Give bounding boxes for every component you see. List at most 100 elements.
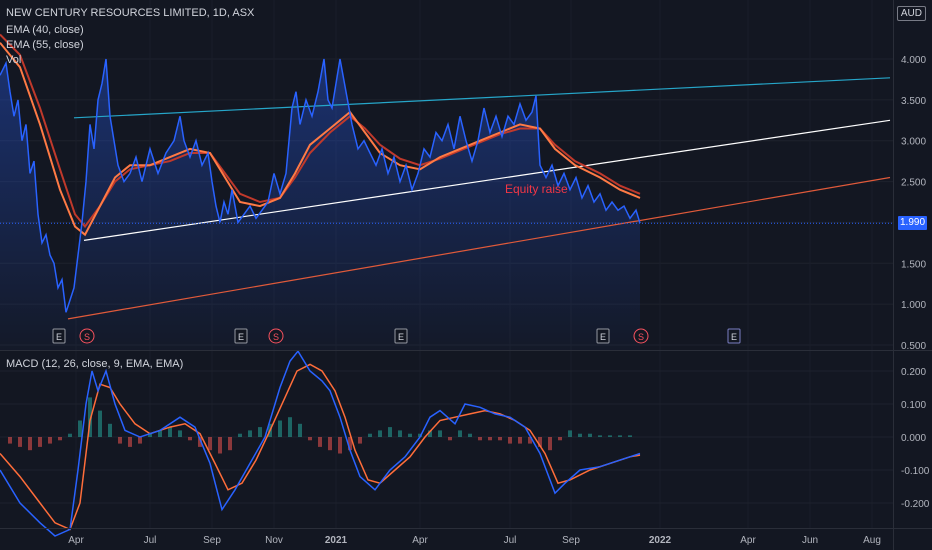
macd-histogram-bar <box>78 420 82 437</box>
time-tick-label: Apr <box>412 535 428 546</box>
macd-histogram-bar <box>368 433 372 437</box>
macd-histogram-bar <box>538 437 542 447</box>
time-tick-label: Jul <box>144 535 157 546</box>
macd-histogram-bar <box>218 437 222 454</box>
earnings-marker-label: E <box>398 332 404 342</box>
split-marker-label: S <box>84 332 90 342</box>
macd-tick-label: -0.200 <box>901 499 930 510</box>
split-marker <box>633 328 649 344</box>
macd-histogram-bar <box>398 430 402 437</box>
macd-histogram-bar <box>598 435 602 437</box>
macd-histogram-bar <box>238 433 242 437</box>
macd-legend[interactable]: MACD (12, 26, close, 9, EMA, EMA) <box>6 358 184 370</box>
macd-histogram-bar <box>438 430 442 437</box>
macd-histogram-bar <box>118 437 122 444</box>
macd-histogram-bar <box>348 437 352 451</box>
macd-histogram-bar <box>528 437 532 444</box>
macd-histogram-bar <box>588 433 592 437</box>
macd-histogram-bar <box>148 433 152 437</box>
macd-histogram-bar <box>468 433 472 437</box>
macd-histogram-bar <box>68 433 72 437</box>
price-tick-label: 0.500 <box>901 341 926 352</box>
macd-histogram-bar <box>48 437 52 444</box>
price-area-fill <box>0 59 640 350</box>
macd-histogram-bar <box>388 427 392 437</box>
time-tick-label: Sep <box>562 535 580 546</box>
macd-histogram-bar <box>378 430 382 437</box>
macd-histogram-bar <box>58 437 62 441</box>
earnings-marker-label: E <box>600 332 606 342</box>
macd-histogram-bar <box>478 437 482 441</box>
price-line <box>0 58 641 313</box>
macd-histogram-bar <box>318 437 322 447</box>
macd-histogram-bar <box>498 437 502 441</box>
macd-histogram-bar <box>278 420 282 437</box>
macd-histogram-bar <box>518 437 522 444</box>
ema40-legend[interactable]: EMA (40, close) <box>6 24 84 36</box>
macd-histogram-bar <box>138 437 142 444</box>
equity-raise-annotation: Equity raise <box>505 182 568 196</box>
time-tick-label: 2021 <box>325 535 348 546</box>
macd-histogram-bar <box>198 437 202 447</box>
ema40-line <box>0 42 641 237</box>
symbol-title[interactable]: NEW CENTURY RESOURCES LIMITED, 1D, ASX <box>6 7 255 19</box>
macd-histogram-bar <box>328 437 332 451</box>
macd-histogram-bar <box>608 435 612 437</box>
macd-histogram-bar <box>458 430 462 437</box>
earnings-marker-label: E <box>731 332 737 342</box>
time-tick-label: Apr <box>68 535 84 546</box>
time-tick-label: Jul <box>504 535 517 546</box>
time-tick-label: Apr <box>740 535 756 546</box>
macd-tick-label: -0.100 <box>901 466 930 477</box>
macd-histogram-bar <box>8 437 12 444</box>
price-tick-label: 1.500 <box>901 259 926 270</box>
macd-tick-label: 0.000 <box>901 433 926 444</box>
split-marker <box>268 328 284 344</box>
price-tick-label: 2.500 <box>901 178 926 189</box>
macd-histogram-bar <box>298 423 302 437</box>
macd-histogram-bar <box>308 437 312 441</box>
macd-histogram-bar <box>578 433 582 437</box>
price-tick-label: 3.000 <box>901 137 926 148</box>
macd-histogram-bar <box>208 437 212 451</box>
time-tick-label: Aug <box>863 535 881 546</box>
macd-tick-label: 0.200 <box>901 367 926 378</box>
macd-histogram-bar <box>548 437 552 451</box>
macd-histogram-bar <box>128 437 132 447</box>
macd-histogram-bar <box>28 437 32 451</box>
macd-histogram-bar <box>258 427 262 437</box>
macd-histogram-bar <box>288 417 292 437</box>
split-marker-label: S <box>273 332 279 342</box>
mid-trendline <box>83 119 891 241</box>
split-marker <box>79 328 95 344</box>
split-marker-label: S <box>638 332 644 342</box>
earnings-marker <box>234 328 248 344</box>
macd-histogram-bar <box>448 437 452 441</box>
macd-histogram-bar <box>568 430 572 437</box>
ema55-legend[interactable]: EMA (55, close) <box>6 39 84 51</box>
macd-histogram-bar <box>338 437 342 454</box>
macd-histogram-bar <box>88 397 92 437</box>
last-price-tag: 1.990 <box>898 216 927 231</box>
earnings-marker <box>394 328 408 344</box>
macd-histogram-bar <box>228 437 232 451</box>
macd-histogram-bar <box>628 435 632 437</box>
macd-histogram-bar <box>558 437 562 441</box>
macd-histogram-bar <box>488 437 492 441</box>
macd-histogram-bar <box>408 433 412 437</box>
macd-histogram-bar <box>168 427 172 437</box>
earnings-marker <box>727 328 741 344</box>
earnings-marker <box>596 328 610 344</box>
vol-legend[interactable]: Vol <box>6 54 22 66</box>
macd-histogram-bar <box>178 430 182 437</box>
macd-histogram-bar <box>358 437 362 444</box>
lower-trendline <box>67 176 891 320</box>
upper-trendline <box>73 77 891 119</box>
macd-histogram-bar <box>98 410 102 437</box>
macd-histogram-bar <box>108 423 112 437</box>
price-tick-label: 4.000 <box>901 55 926 66</box>
currency-badge[interactable]: AUD <box>896 6 926 21</box>
price-tick-label: 3.500 <box>901 96 926 107</box>
macd-tick-label: 0.100 <box>901 400 926 411</box>
